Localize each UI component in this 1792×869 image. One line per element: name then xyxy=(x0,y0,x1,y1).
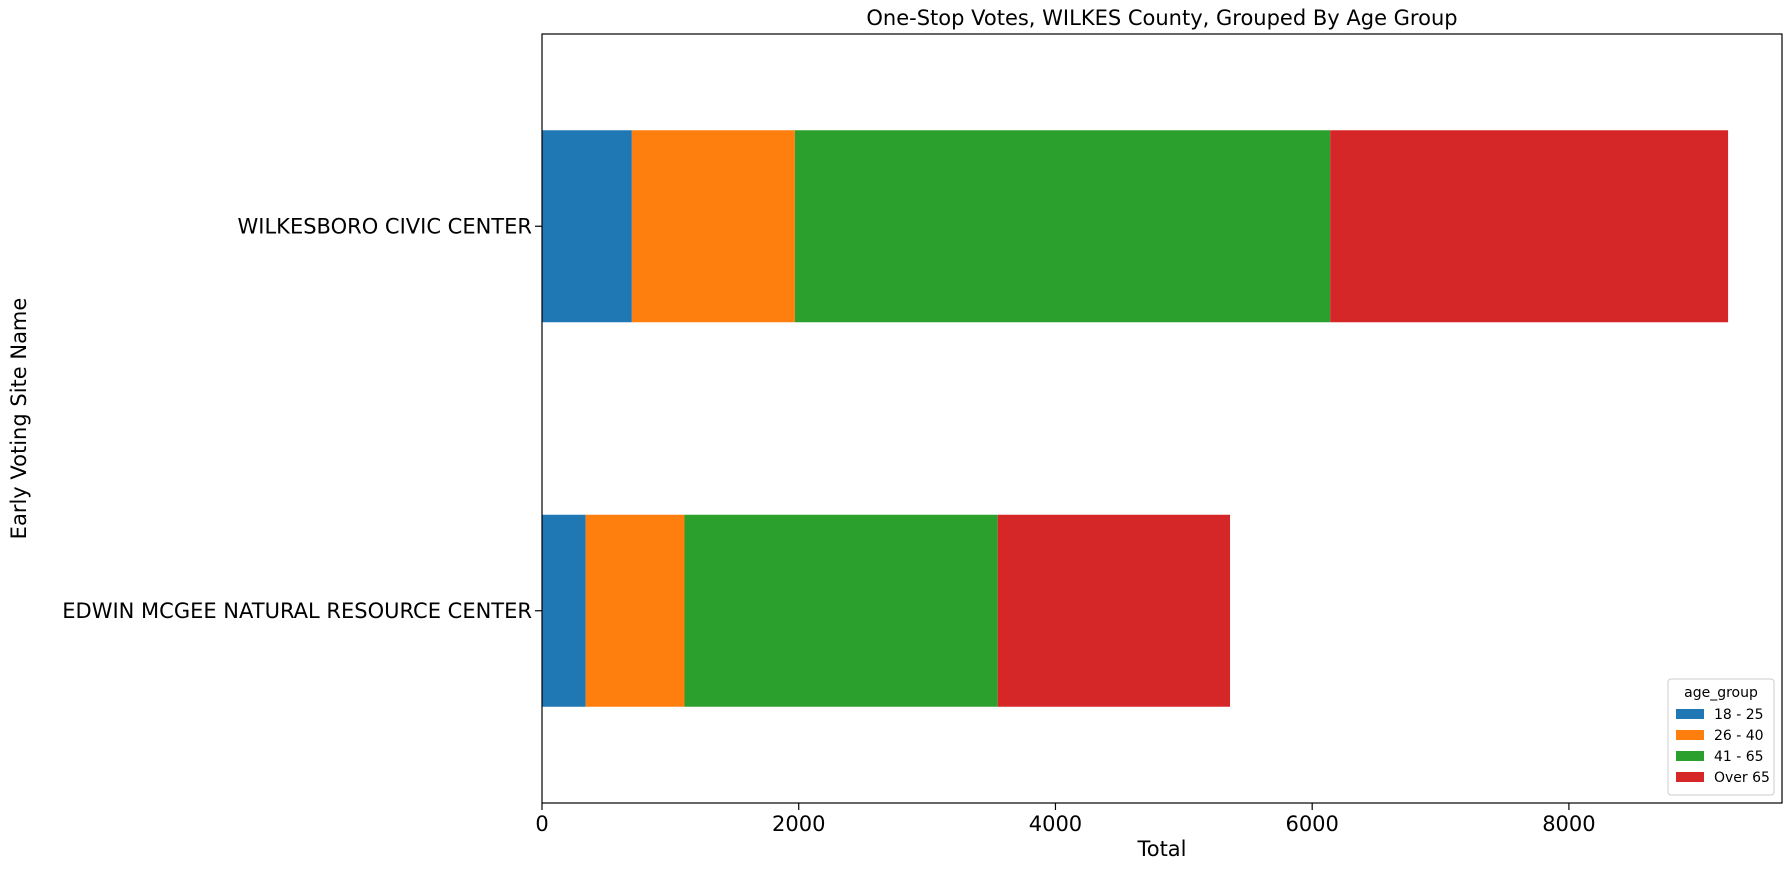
legend: age_group 18 - 25 26 - 40 41 - 65 Over 65 xyxy=(1667,678,1775,796)
plot-frame xyxy=(541,33,1783,804)
x-tick-label-0: 0 xyxy=(535,812,548,836)
legend-title: age_group xyxy=(1684,685,1758,701)
y-tick-label-0: EDWIN MCGEE NATURAL RESOURCE CENTER xyxy=(62,599,532,623)
chart-title: One-Stop Votes, WILKES County, Grouped B… xyxy=(866,6,1457,30)
x-tick-label-3: 6000 xyxy=(1285,812,1338,836)
legend-label-0: 18 - 25 xyxy=(1714,707,1764,723)
legend-swatch-3 xyxy=(1676,772,1704,782)
ticks-layer: 0 2000 4000 6000 8000 EDWIN MCGEE NATURAL RES… xyxy=(62,214,1595,836)
bar-segment-18-25-1 xyxy=(542,130,632,323)
bar-segment-18-25-0 xyxy=(542,514,586,707)
x-tick-label-4: 8000 xyxy=(1542,812,1595,836)
bars-layer xyxy=(542,130,1729,707)
bar-segment-26-40-1 xyxy=(631,130,795,323)
legend-box xyxy=(1667,678,1775,796)
x-axis-label: Total xyxy=(1136,837,1186,861)
legend-label-3: Over 65 xyxy=(1714,770,1770,786)
bar-segment-over-65-1 xyxy=(1330,130,1729,323)
x-tick-label-1: 2000 xyxy=(772,812,825,836)
legend-swatch-1 xyxy=(1676,730,1704,740)
legend-swatch-0 xyxy=(1676,709,1704,719)
y-tick-label-1: WILKESBORO CIVIC CENTER xyxy=(238,214,532,238)
y-axis-label: Early Voting Site Name xyxy=(7,298,31,540)
legend-label-2: 41 - 65 xyxy=(1714,749,1764,765)
legend-swatch-2 xyxy=(1676,751,1704,761)
bar-segment-26-40-0 xyxy=(585,514,685,707)
bar-segment-41-65-1 xyxy=(794,130,1331,323)
legend-label-1: 26 - 40 xyxy=(1714,728,1764,744)
bar-segment-over-65-0 xyxy=(997,514,1231,707)
bar-segment-41-65-0 xyxy=(684,514,998,707)
x-tick-label-2: 4000 xyxy=(1029,812,1082,836)
